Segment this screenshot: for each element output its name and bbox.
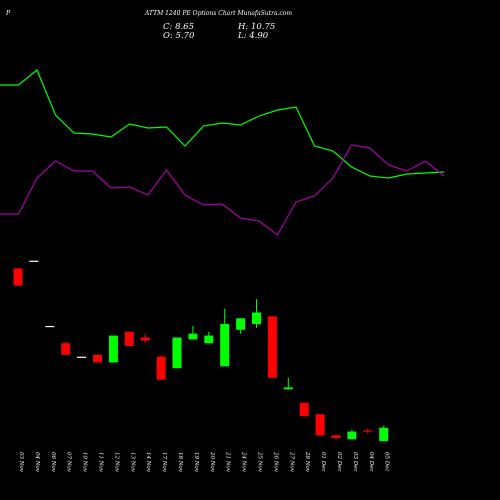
candle xyxy=(108,335,118,363)
candle xyxy=(172,337,182,369)
candle xyxy=(363,428,373,434)
x-axis-labels: 03 Nov 04 Nov 06 Nov 07 Nov 10 Nov 11 Nov 12 N… xyxy=(18,451,390,473)
x-tick-label: 01 Dec xyxy=(320,452,326,472)
x-tick-label: 26 Nov xyxy=(272,451,278,473)
candle-body xyxy=(331,435,341,439)
x-tick-label: 19 Nov xyxy=(193,452,199,473)
x-tick-label: 13 Nov xyxy=(129,452,135,473)
candle xyxy=(124,331,134,346)
x-tick-label: 02 Dec xyxy=(336,452,342,472)
x-tick-label: 24 Nov xyxy=(241,451,247,473)
candle xyxy=(347,429,357,440)
x-tick-label: 04 Nov xyxy=(34,452,40,473)
candle xyxy=(61,342,71,355)
candles xyxy=(13,260,389,442)
x-tick-label: 21 Nov xyxy=(225,451,231,473)
candle xyxy=(267,316,277,378)
candle-body xyxy=(13,268,23,286)
indicator-lines xyxy=(0,69,445,236)
candle-body xyxy=(188,333,198,340)
candle xyxy=(140,333,150,344)
candle-body xyxy=(108,335,118,363)
x-tick-label: 03 Nov xyxy=(18,452,24,473)
candle-body xyxy=(61,343,71,355)
candle-body xyxy=(252,312,261,325)
candle-body xyxy=(156,356,166,380)
close-value: C: 8.65 xyxy=(163,22,194,32)
x-tick-label: 14 Nov xyxy=(145,452,151,473)
indicator-line-1 xyxy=(0,69,445,179)
x-tick-label: 05 Dec xyxy=(384,452,390,472)
x-tick-label: 11 Nov xyxy=(98,452,104,473)
open-value: O: 5.70 xyxy=(163,31,195,41)
candle xyxy=(236,318,246,334)
x-tick-label: 18 Nov xyxy=(177,452,183,473)
x-tick-label: 25 Nov xyxy=(257,451,263,473)
candle xyxy=(13,268,23,286)
candle xyxy=(204,331,214,344)
candle xyxy=(77,356,87,358)
x-tick-label: 06 Nov xyxy=(50,452,56,473)
candle xyxy=(252,299,261,328)
candle xyxy=(156,355,166,380)
x-tick-label: 07 Nov xyxy=(66,452,72,473)
candle-body xyxy=(29,260,39,262)
candle-body xyxy=(172,337,182,369)
candle xyxy=(283,377,293,390)
candle xyxy=(299,402,309,417)
high-value: H: 10.75 xyxy=(237,22,275,32)
candle-body xyxy=(204,335,214,344)
candle xyxy=(188,325,198,340)
candle xyxy=(315,414,325,436)
candle-body xyxy=(299,402,309,417)
candle xyxy=(29,260,39,262)
candle xyxy=(45,325,55,328)
candle xyxy=(220,308,230,367)
candle-body xyxy=(93,354,102,363)
candle-body xyxy=(283,387,293,390)
indicator-line-2 xyxy=(0,144,445,236)
candle-body xyxy=(140,337,150,341)
candle-body xyxy=(77,356,87,358)
candle xyxy=(379,425,389,442)
candle-body xyxy=(45,325,55,328)
candle-body xyxy=(124,331,134,346)
candle-body xyxy=(220,324,230,367)
low-value: L: 4.90 xyxy=(237,31,269,41)
x-tick-label: 17 Nov xyxy=(161,452,167,473)
chart-symbol: P xyxy=(5,10,11,17)
candle xyxy=(93,354,102,363)
candle-body xyxy=(379,427,389,442)
x-tick-label: 10 Nov xyxy=(82,452,88,473)
chart-header: P ATTM 1240 PE Options Chart MunafaSutra… xyxy=(5,10,292,41)
x-tick-label: 12 Nov xyxy=(113,452,119,473)
x-tick-label: 27 Nov xyxy=(288,451,294,473)
candle-body xyxy=(347,431,357,440)
x-tick-label: 28 Nov xyxy=(304,451,310,473)
x-tick-label: 04 Dec xyxy=(368,452,374,472)
candle-body xyxy=(267,316,277,378)
candle xyxy=(331,434,341,440)
x-tick-label: 03 Dec xyxy=(352,452,358,472)
x-tick-label: 20 Nov xyxy=(209,451,215,473)
chart-title: ATTM 1240 PE Options Chart MunafaSutra.c… xyxy=(144,10,292,17)
candle-body xyxy=(363,430,373,432)
candle-body xyxy=(236,318,246,330)
candle-body xyxy=(315,414,325,436)
